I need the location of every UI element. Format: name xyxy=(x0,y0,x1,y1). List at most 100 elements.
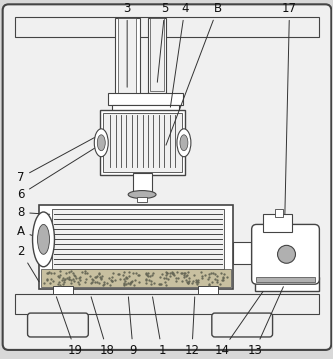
Point xyxy=(122,276,127,282)
Point xyxy=(183,274,189,279)
Point xyxy=(137,279,142,285)
Text: 13: 13 xyxy=(247,287,283,358)
Point xyxy=(46,270,51,276)
Point xyxy=(144,272,149,278)
Point xyxy=(203,272,208,278)
Point xyxy=(107,282,113,288)
Point xyxy=(44,270,49,275)
Bar xyxy=(118,18,136,96)
FancyBboxPatch shape xyxy=(3,4,331,350)
Bar xyxy=(103,113,182,172)
Bar xyxy=(150,18,164,91)
Point xyxy=(83,277,89,283)
Point xyxy=(220,274,225,280)
Point xyxy=(165,276,170,281)
Point xyxy=(60,281,65,287)
Point xyxy=(90,279,95,285)
Point xyxy=(143,271,148,276)
Point xyxy=(163,282,168,288)
Point xyxy=(75,280,81,285)
Point xyxy=(94,279,99,285)
Point xyxy=(110,278,115,284)
Point xyxy=(181,274,186,279)
Point xyxy=(181,272,186,278)
Point xyxy=(152,280,157,286)
Point xyxy=(121,281,126,287)
Point xyxy=(101,282,106,288)
Bar xyxy=(263,214,292,232)
Ellipse shape xyxy=(177,129,191,157)
Point xyxy=(170,270,175,276)
Point xyxy=(52,270,57,276)
Point xyxy=(66,276,71,282)
Point xyxy=(106,275,111,281)
Point xyxy=(148,278,154,284)
Bar xyxy=(256,277,315,282)
Text: 2: 2 xyxy=(17,245,39,282)
Point xyxy=(170,272,175,278)
Point xyxy=(48,270,54,276)
Point xyxy=(158,281,164,287)
Point xyxy=(128,280,133,286)
Point xyxy=(89,276,95,281)
Point xyxy=(190,280,195,286)
Point xyxy=(70,276,75,281)
Point xyxy=(167,274,172,279)
Bar xyxy=(137,196,147,201)
Point xyxy=(121,269,127,274)
Point xyxy=(48,280,53,286)
Point xyxy=(128,279,133,285)
Point xyxy=(125,280,131,285)
Point xyxy=(199,273,205,279)
Point xyxy=(61,277,67,283)
Point xyxy=(186,275,192,280)
Point xyxy=(89,280,94,286)
Point xyxy=(221,271,227,277)
Point xyxy=(218,270,224,275)
Point xyxy=(143,278,149,283)
Point xyxy=(105,280,110,286)
Point xyxy=(109,277,114,283)
Point xyxy=(206,276,211,282)
Point xyxy=(95,273,100,279)
Point xyxy=(98,275,103,280)
Text: 3: 3 xyxy=(124,2,131,87)
Point xyxy=(158,274,163,280)
Point xyxy=(120,272,126,278)
Text: 8: 8 xyxy=(17,206,50,219)
Point xyxy=(77,275,82,280)
Point xyxy=(194,278,200,284)
Point xyxy=(96,280,101,286)
Point xyxy=(150,270,155,276)
Bar xyxy=(15,17,319,37)
Point xyxy=(185,270,191,275)
Point xyxy=(71,272,76,278)
Point xyxy=(208,270,213,276)
Point xyxy=(194,277,199,283)
Point xyxy=(48,276,53,282)
Point xyxy=(136,272,141,278)
Point xyxy=(183,277,188,283)
Point xyxy=(163,280,168,285)
Point xyxy=(82,269,88,274)
Ellipse shape xyxy=(180,135,188,151)
Point xyxy=(206,282,211,288)
Point xyxy=(57,281,63,287)
Ellipse shape xyxy=(128,191,156,199)
Text: 19: 19 xyxy=(56,297,83,358)
Point xyxy=(200,275,205,281)
Point xyxy=(117,276,123,281)
Point xyxy=(163,275,168,281)
Point xyxy=(164,272,169,278)
Text: 14: 14 xyxy=(214,292,263,358)
Point xyxy=(161,275,166,281)
Point xyxy=(126,274,131,279)
Point xyxy=(80,269,85,275)
Point xyxy=(148,274,153,279)
Point xyxy=(157,281,163,287)
Point xyxy=(199,269,204,275)
Point xyxy=(184,279,189,285)
Point xyxy=(83,270,88,276)
Text: 5: 5 xyxy=(157,2,169,82)
Point xyxy=(164,270,169,276)
